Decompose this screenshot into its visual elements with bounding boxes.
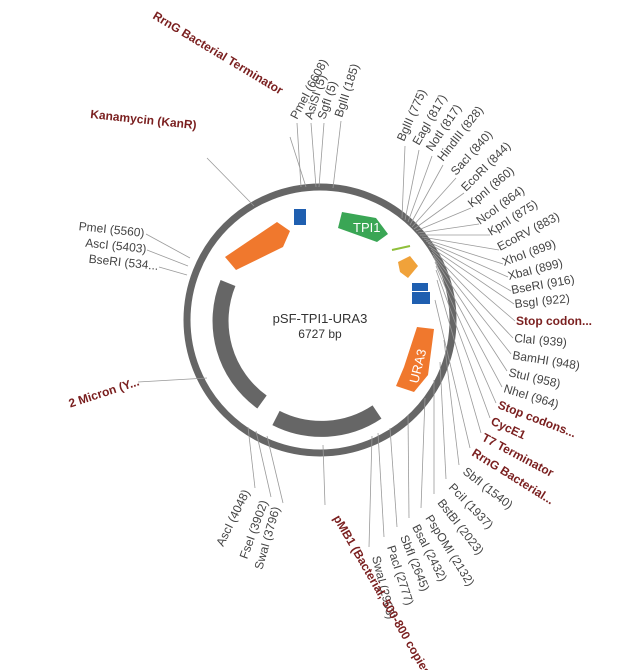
plasmid-name: pSF-TPI1-URA3 bbox=[273, 311, 368, 326]
leader-line bbox=[368, 435, 373, 548]
leader-line bbox=[420, 397, 426, 509]
leader-line bbox=[427, 242, 512, 292]
leader-line bbox=[137, 377, 208, 383]
restriction-site-label: BsgI (922) bbox=[514, 291, 571, 311]
leader-line bbox=[206, 157, 255, 207]
feature-name-label: Stop codon... bbox=[516, 314, 592, 328]
feature-box-rrng-terminator bbox=[294, 209, 306, 225]
leader-line bbox=[247, 426, 256, 489]
feature-box-rrng-bacterial bbox=[412, 292, 430, 304]
leader-line bbox=[407, 414, 410, 519]
feature-name-label: 2 Micron (Y... bbox=[67, 375, 141, 411]
feature-box-t7-terminator bbox=[412, 283, 428, 291]
leader-line bbox=[146, 249, 189, 267]
leader-line bbox=[428, 245, 515, 305]
leader-line bbox=[407, 155, 433, 223]
leader-line bbox=[435, 269, 491, 419]
leader-line bbox=[255, 430, 272, 498]
restriction-site-label: AscI (5403) bbox=[85, 236, 147, 256]
leader-line bbox=[377, 432, 385, 538]
restriction-site-label: PmeI (5560) bbox=[78, 219, 145, 240]
leader-line bbox=[432, 254, 512, 355]
leader-line bbox=[310, 122, 317, 188]
leader-line bbox=[322, 444, 326, 506]
leader-line bbox=[266, 435, 284, 504]
leader-line bbox=[434, 299, 471, 449]
leader-line bbox=[404, 149, 420, 221]
plasmid-size: 6727 bp bbox=[298, 327, 342, 341]
feature-name-label: Kanamycin (KanR) bbox=[90, 107, 198, 132]
feature-arrow-cyce1 bbox=[398, 256, 418, 278]
restriction-site-label: ClaI (939) bbox=[514, 331, 568, 350]
leader-line bbox=[158, 266, 188, 276]
leader-line bbox=[421, 236, 500, 251]
leader-line bbox=[415, 207, 472, 232]
leader-line bbox=[430, 248, 516, 322]
feature-arc-2-micron bbox=[212, 279, 267, 409]
leader-line bbox=[289, 136, 307, 188]
feature-name-label: RrnG Bacterial Terminator bbox=[150, 9, 285, 98]
feature-arrow-tpi1 bbox=[338, 212, 388, 242]
plasmid-backbone-ring bbox=[183, 183, 457, 457]
leader-line bbox=[389, 427, 398, 528]
leader-line bbox=[401, 145, 406, 219]
leader-line bbox=[431, 251, 514, 339]
feature-label-tpi1: TPI1 bbox=[353, 220, 380, 235]
leader-line bbox=[439, 361, 447, 480]
leader-line bbox=[434, 261, 503, 388]
leader-line bbox=[435, 265, 497, 404]
leader-line bbox=[411, 177, 457, 228]
leader-line bbox=[433, 257, 508, 372]
leader-line bbox=[145, 233, 191, 259]
leader-line bbox=[443, 339, 460, 466]
leader-line bbox=[417, 223, 480, 234]
leader-line bbox=[425, 240, 509, 278]
leader-line bbox=[409, 164, 444, 226]
leader-lines bbox=[137, 120, 516, 548]
leader-line bbox=[296, 122, 302, 188]
restriction-site-label: BseRI (534... bbox=[88, 252, 159, 273]
feature-arrow-kanamycin bbox=[225, 222, 290, 270]
leader-line bbox=[423, 238, 504, 265]
feature-mark-stop bbox=[391, 245, 411, 251]
feature-arrow-ura3 bbox=[396, 327, 434, 392]
feature-arc-pmb1 bbox=[272, 405, 382, 437]
leader-line bbox=[413, 192, 465, 230]
leader-line bbox=[318, 122, 325, 188]
leader-line bbox=[436, 279, 482, 434]
leader-line bbox=[332, 120, 342, 189]
